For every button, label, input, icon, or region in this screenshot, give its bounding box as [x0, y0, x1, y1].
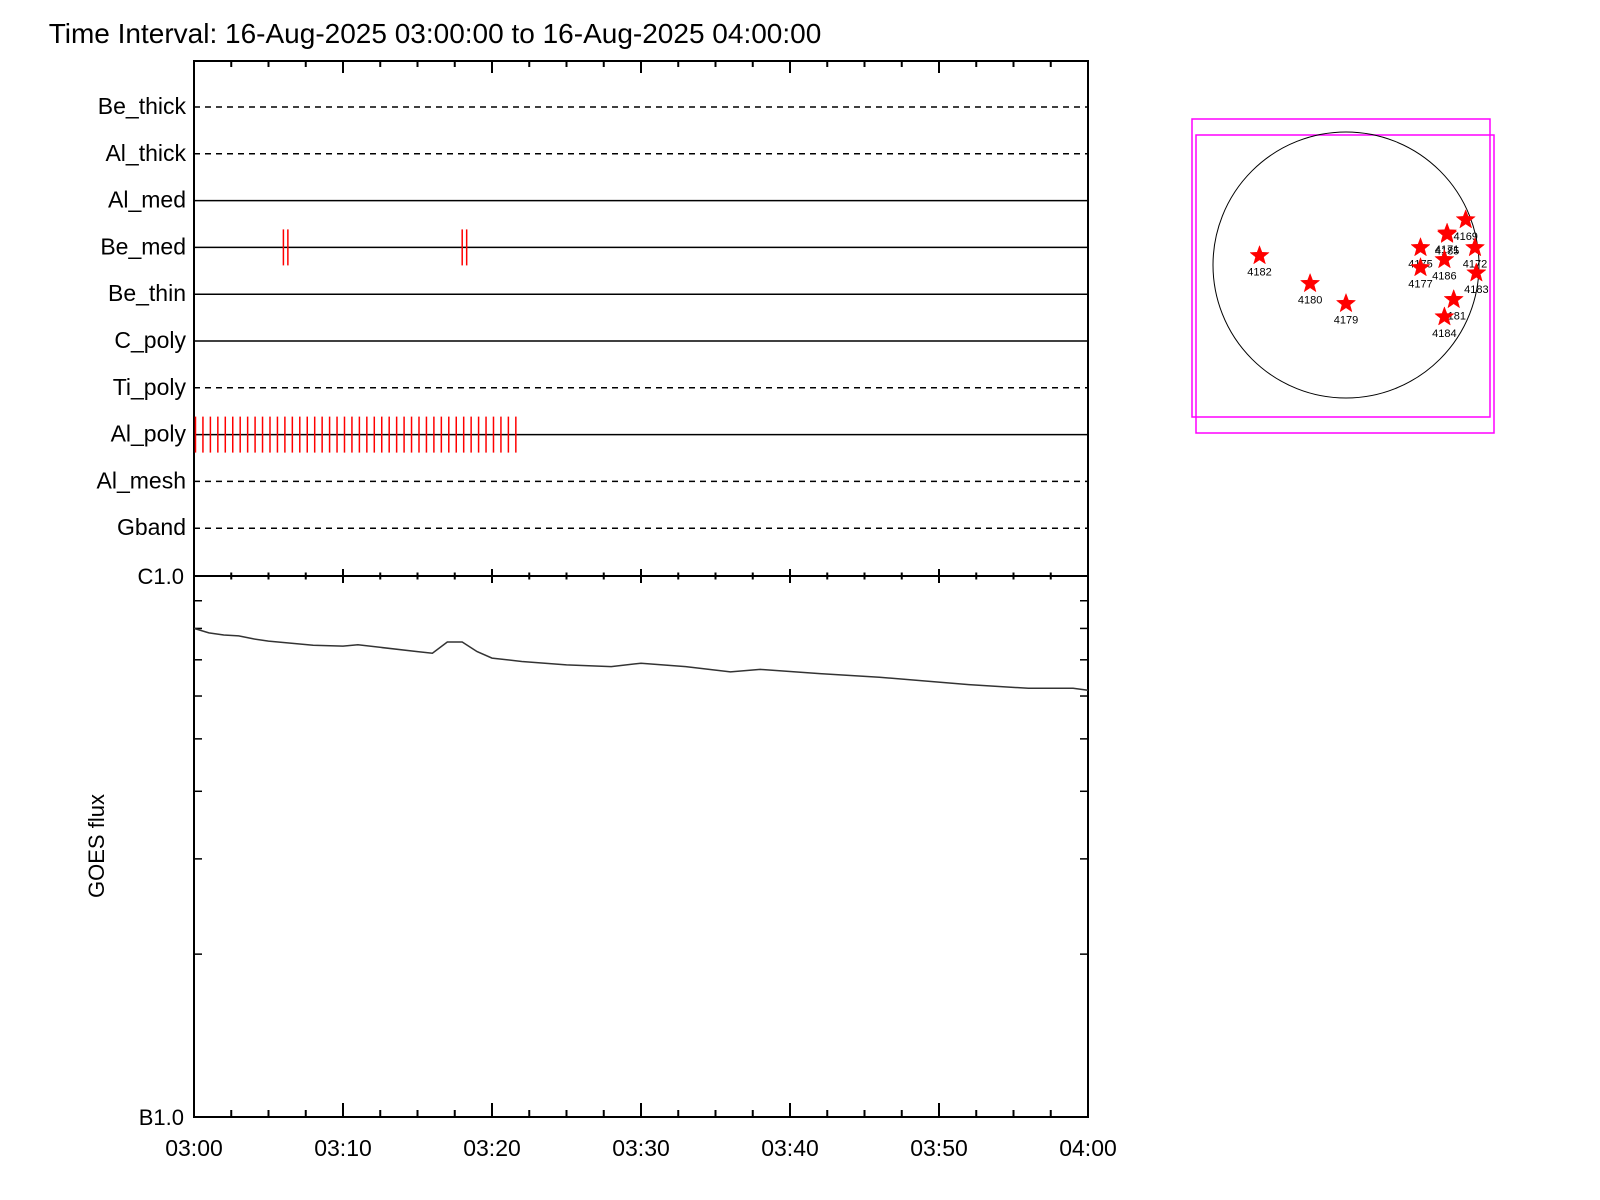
channel-label: Al_poly [111, 421, 187, 447]
active-region-label: 4183 [1464, 284, 1488, 296]
active-region-marker [1443, 288, 1464, 309]
active-region-marker [1464, 236, 1486, 257]
goes-frame [193, 575, 1089, 1118]
active-region-label: 4182 [1247, 267, 1271, 279]
channel-label: Al_thick [105, 140, 186, 166]
active-region-marker [1434, 306, 1455, 326]
active-region-label: 4177 [1408, 279, 1432, 291]
channel-label: Be_thin [108, 280, 186, 306]
active-region-label: 4184 [1432, 328, 1456, 340]
active-region-marker [1436, 223, 1458, 244]
channel-label: Al_mesh [97, 467, 186, 493]
active-region-label: 4179 [1334, 315, 1358, 327]
filter-timeline-panel: Be_thick Al_thick Al_med Be_med Be_thin C_pol… [97, 60, 1089, 577]
x-tick-label: 04:00 [1059, 1135, 1117, 1161]
channel-label: Gband [117, 514, 186, 540]
x-tick-label: 03:10 [314, 1135, 372, 1161]
goes-flux-line [193, 627, 1089, 691]
fov-box [1191, 118, 1491, 418]
active-region-marker [1249, 244, 1270, 265]
solar-limb [1212, 131, 1480, 399]
active-region-label: 4172 [1463, 259, 1487, 271]
active-region-marker [1455, 209, 1476, 229]
active-region-marker [1299, 272, 1321, 293]
active-region-label: 4180 [1298, 295, 1322, 307]
x-tick-label: 03:30 [612, 1135, 670, 1161]
active-region-label: 4185 [1435, 245, 1459, 257]
channel-label: Be_thick [98, 93, 187, 119]
active-region-label: 4186 [1432, 271, 1456, 283]
channel-label: Ti_poly [113, 374, 187, 400]
plot-title: Time Interval: 16-Aug-2025 03:00:00 to 1… [49, 18, 822, 49]
goes-flux-panel: 03:00 03:10 03:20 03:30 03:40 03:50 04:00 C1.0 B… [84, 564, 1117, 1161]
timeline-frame [193, 60, 1089, 577]
x-tick-label: 03:00 [165, 1135, 223, 1161]
solar-disk-map: 4182418041794169417141854175417241864177… [1191, 118, 1495, 434]
channel-label: Be_med [100, 233, 186, 259]
active-region-label: 4169 [1453, 231, 1477, 243]
fov-box [1195, 134, 1495, 434]
active-region-marker [1410, 256, 1431, 277]
active-region-marker [1335, 292, 1357, 313]
x-tick-label: 03:50 [910, 1135, 968, 1161]
y-axis-label: GOES flux [84, 794, 109, 898]
active-region-marker [1466, 262, 1487, 282]
x-tick-label: 03:20 [463, 1135, 521, 1161]
x-tick-label: 03:40 [761, 1135, 819, 1161]
y-tick-label: B1.0 [139, 1105, 184, 1130]
y-tick-label: C1.0 [138, 564, 184, 589]
active-region-marker [1434, 248, 1455, 269]
channel-label: Al_med [108, 187, 186, 213]
channel-label: C_poly [114, 327, 186, 353]
active-region-label: 4171 [1435, 244, 1459, 256]
active-region-marker [1410, 236, 1431, 257]
